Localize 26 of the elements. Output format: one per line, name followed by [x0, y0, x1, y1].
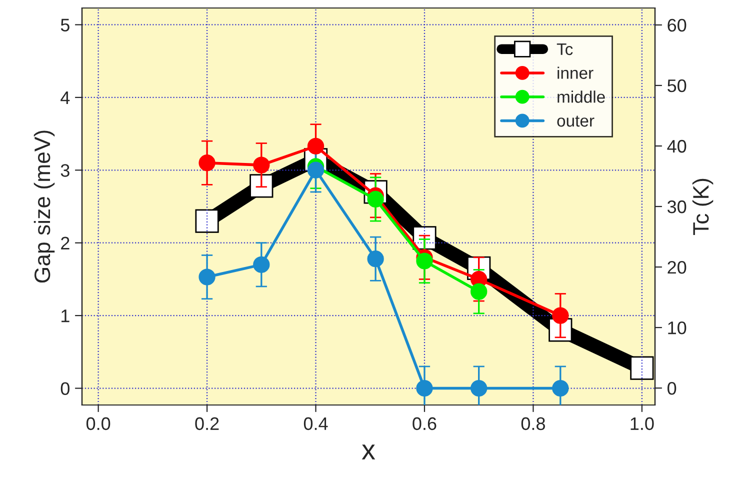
x-axis-title: x	[362, 444, 376, 460]
y2-tick-label: 10	[668, 321, 686, 334]
y2-tick-label: 50	[668, 79, 686, 92]
y-tick-label: 2	[61, 236, 70, 250]
y-axis-title: Gap size (meV)	[34, 130, 55, 283]
y-tick-label: 3	[60, 164, 70, 177]
y2-tick-label: 30	[667, 200, 686, 214]
x-tick-label: 0.0	[86, 417, 110, 430]
legend-label: inner	[558, 66, 594, 79]
y2-tick-label: 60	[668, 18, 686, 32]
y2-tick-label: 40	[667, 140, 686, 153]
y-tick-label: 1	[62, 310, 70, 322]
x-tick-label: 0.2	[195, 417, 219, 430]
y2-tick-label: 20	[668, 260, 686, 274]
y-tick-label: 5	[60, 18, 70, 32]
x-tick-label: 1.0	[630, 417, 654, 430]
y-tick-label: 0	[60, 382, 70, 395]
y-tick-label: 4	[60, 92, 70, 104]
y2-tick-label: 0	[668, 382, 676, 395]
legend-label: Tc	[556, 43, 573, 56]
x-tick-label: 0.8	[521, 417, 545, 430]
y2-axis-title: Tc (K)	[692, 178, 714, 236]
legend-label: middle	[558, 90, 605, 103]
x-tick-label: 0.6	[412, 417, 436, 430]
legend-label: outer	[557, 116, 594, 127]
x-tick-label: 0.4	[304, 417, 328, 430]
